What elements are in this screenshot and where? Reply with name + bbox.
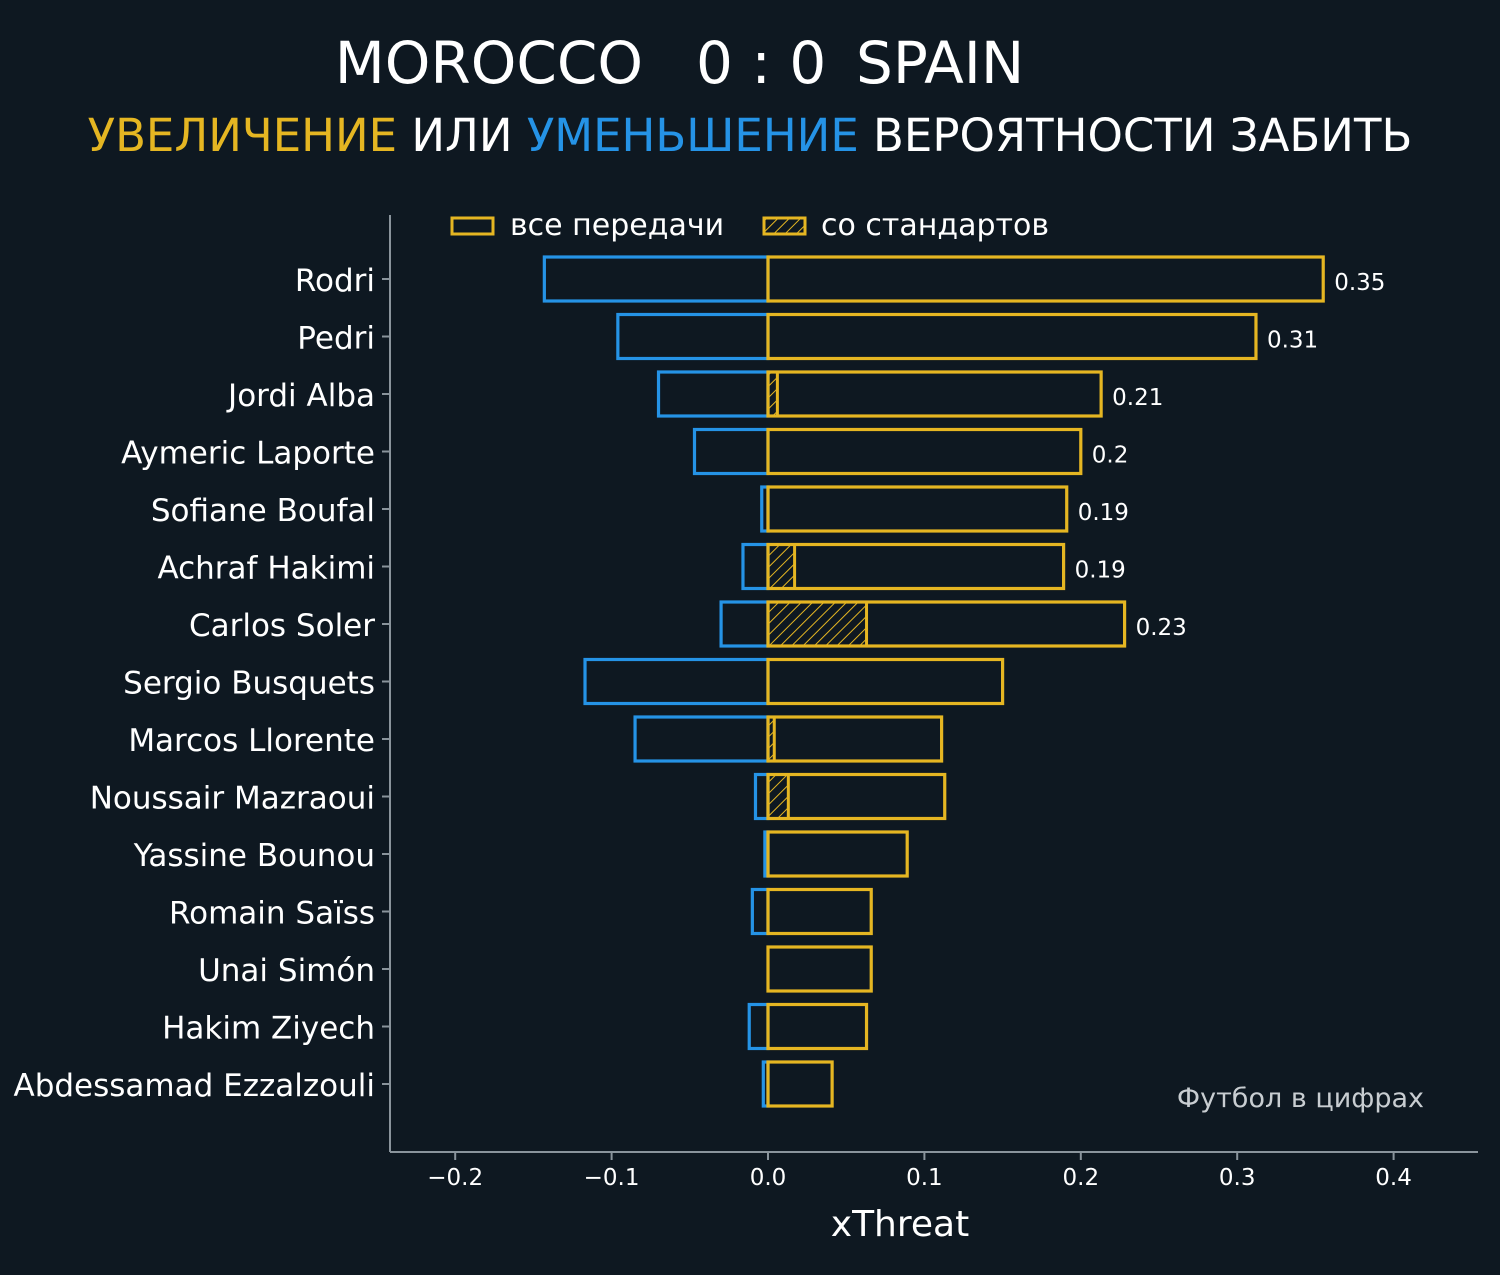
bar-increase bbox=[766, 255, 1325, 303]
bar-set-pieces bbox=[766, 773, 790, 820]
bar-decrease bbox=[747, 1002, 770, 1051]
bar-decrease bbox=[692, 427, 770, 476]
player-name: Noussair Mazraoui bbox=[90, 781, 375, 817]
bar-decrease bbox=[741, 542, 770, 591]
subtitle-rest: ВЕРОЯТНОСТИ ЗАБИТЬ bbox=[858, 109, 1413, 162]
bar-set-pieces bbox=[766, 543, 797, 590]
chart-bars bbox=[542, 255, 1325, 1108]
bar-increase bbox=[766, 657, 1005, 706]
subtitle-decrease: УМЕНЬШЕНИЕ bbox=[526, 109, 859, 162]
watermark: Футбол в цифрах bbox=[1177, 1083, 1424, 1114]
player-name: Carlos Soler bbox=[189, 608, 375, 644]
match-title: MOROCCO 0 : 0 SPAIN bbox=[0, 28, 1500, 98]
bar-increase bbox=[766, 427, 1083, 476]
x-tick-label: 0.1 bbox=[906, 1165, 943, 1191]
x-tick-label: −0.2 bbox=[427, 1165, 483, 1191]
bar-decrease bbox=[542, 255, 770, 303]
player-name: Jordi Alba bbox=[226, 378, 375, 414]
subtitle-or: ИЛИ bbox=[397, 109, 527, 162]
chart-labels: Rodri 0.35 Pedri 0.31 Jordi Alba 0.21 Aymeric … bbox=[13, 263, 1385, 1104]
x-tick-label: 0.2 bbox=[1063, 1165, 1100, 1191]
x-tick-label: 0.3 bbox=[1219, 1165, 1256, 1191]
bar-decrease bbox=[753, 772, 770, 821]
legend-label-set-pieces: со стандартов bbox=[821, 208, 1049, 243]
chart-subtitle: УВЕЛИЧЕНИЕ ИЛИ УМЕНЬШЕНИЕ ВЕРОЯТНОСТИ ЗА… bbox=[0, 106, 1500, 166]
bar-value-label: 0.2 bbox=[1092, 443, 1129, 469]
bar-increase bbox=[766, 542, 1066, 591]
x-axis-label: xThreat bbox=[831, 1204, 969, 1245]
bar-set-pieces bbox=[766, 600, 869, 648]
legend-label-all-passes: все передачи bbox=[510, 208, 724, 243]
bar-increase bbox=[766, 830, 909, 878]
bar-value-label: 0.31 bbox=[1267, 328, 1318, 354]
player-name: Romain Saïss bbox=[169, 896, 375, 932]
player-name: Abdessamad Ezzalzouli bbox=[13, 1068, 375, 1104]
bar-increase bbox=[766, 485, 1069, 533]
bar-increase bbox=[766, 600, 1127, 648]
player-name: Aymeric Laporte bbox=[121, 436, 375, 472]
bar-decrease bbox=[616, 312, 770, 361]
bar-decrease bbox=[750, 887, 770, 936]
bar-increase bbox=[766, 1060, 834, 1108]
bar-increase bbox=[766, 945, 873, 993]
bar-decrease bbox=[656, 370, 770, 418]
bar-value-label: 0.21 bbox=[1112, 385, 1163, 411]
player-name: Achraf Hakimi bbox=[157, 551, 375, 587]
bar-increase bbox=[766, 370, 1103, 418]
player-name: Hakim Ziyech bbox=[162, 1011, 375, 1047]
legend-swatch-set-pieces bbox=[762, 216, 807, 236]
match-score: 0 : 0 bbox=[696, 29, 827, 97]
bar-value-label: 0.23 bbox=[1136, 615, 1187, 641]
bar-decrease bbox=[583, 657, 770, 706]
player-name: Yassine Bounou bbox=[133, 838, 375, 874]
chart-legend: все передачи со стандартов bbox=[450, 208, 1049, 243]
player-name: Unai Simón bbox=[198, 953, 375, 989]
bar-value-label: 0.35 bbox=[1334, 270, 1385, 296]
bar-increase bbox=[766, 1002, 869, 1051]
bar-decrease bbox=[633, 715, 770, 763]
subtitle-increase: УВЕЛИЧЕНИЕ bbox=[87, 109, 398, 162]
bar-increase bbox=[766, 715, 944, 763]
player-name: Marcos Llorente bbox=[128, 723, 375, 759]
away-team: SPAIN bbox=[856, 29, 1025, 97]
x-tick-label: 0.4 bbox=[1375, 1165, 1412, 1191]
x-tick-label: 0.0 bbox=[750, 1165, 787, 1191]
bar-increase bbox=[766, 312, 1258, 361]
bar-increase bbox=[766, 772, 947, 821]
bar-value-label: 0.19 bbox=[1075, 558, 1126, 584]
bar-increase bbox=[766, 887, 873, 936]
player-name: Pedri bbox=[297, 321, 375, 357]
home-team: MOROCCO bbox=[334, 29, 643, 97]
bar-decrease bbox=[719, 600, 770, 648]
player-name: Sofiane Boufal bbox=[151, 493, 375, 529]
legend-swatch-all-passes bbox=[450, 216, 495, 236]
x-tick-label: −0.1 bbox=[584, 1165, 640, 1191]
player-name: Sergio Busquets bbox=[123, 666, 375, 702]
chart-axes: −0.2 −0.1 0.0 0.1 0.2 0.3 0.4 bbox=[382, 215, 1478, 1191]
bar-value-label: 0.19 bbox=[1078, 500, 1129, 526]
player-name: Rodri bbox=[295, 263, 375, 299]
